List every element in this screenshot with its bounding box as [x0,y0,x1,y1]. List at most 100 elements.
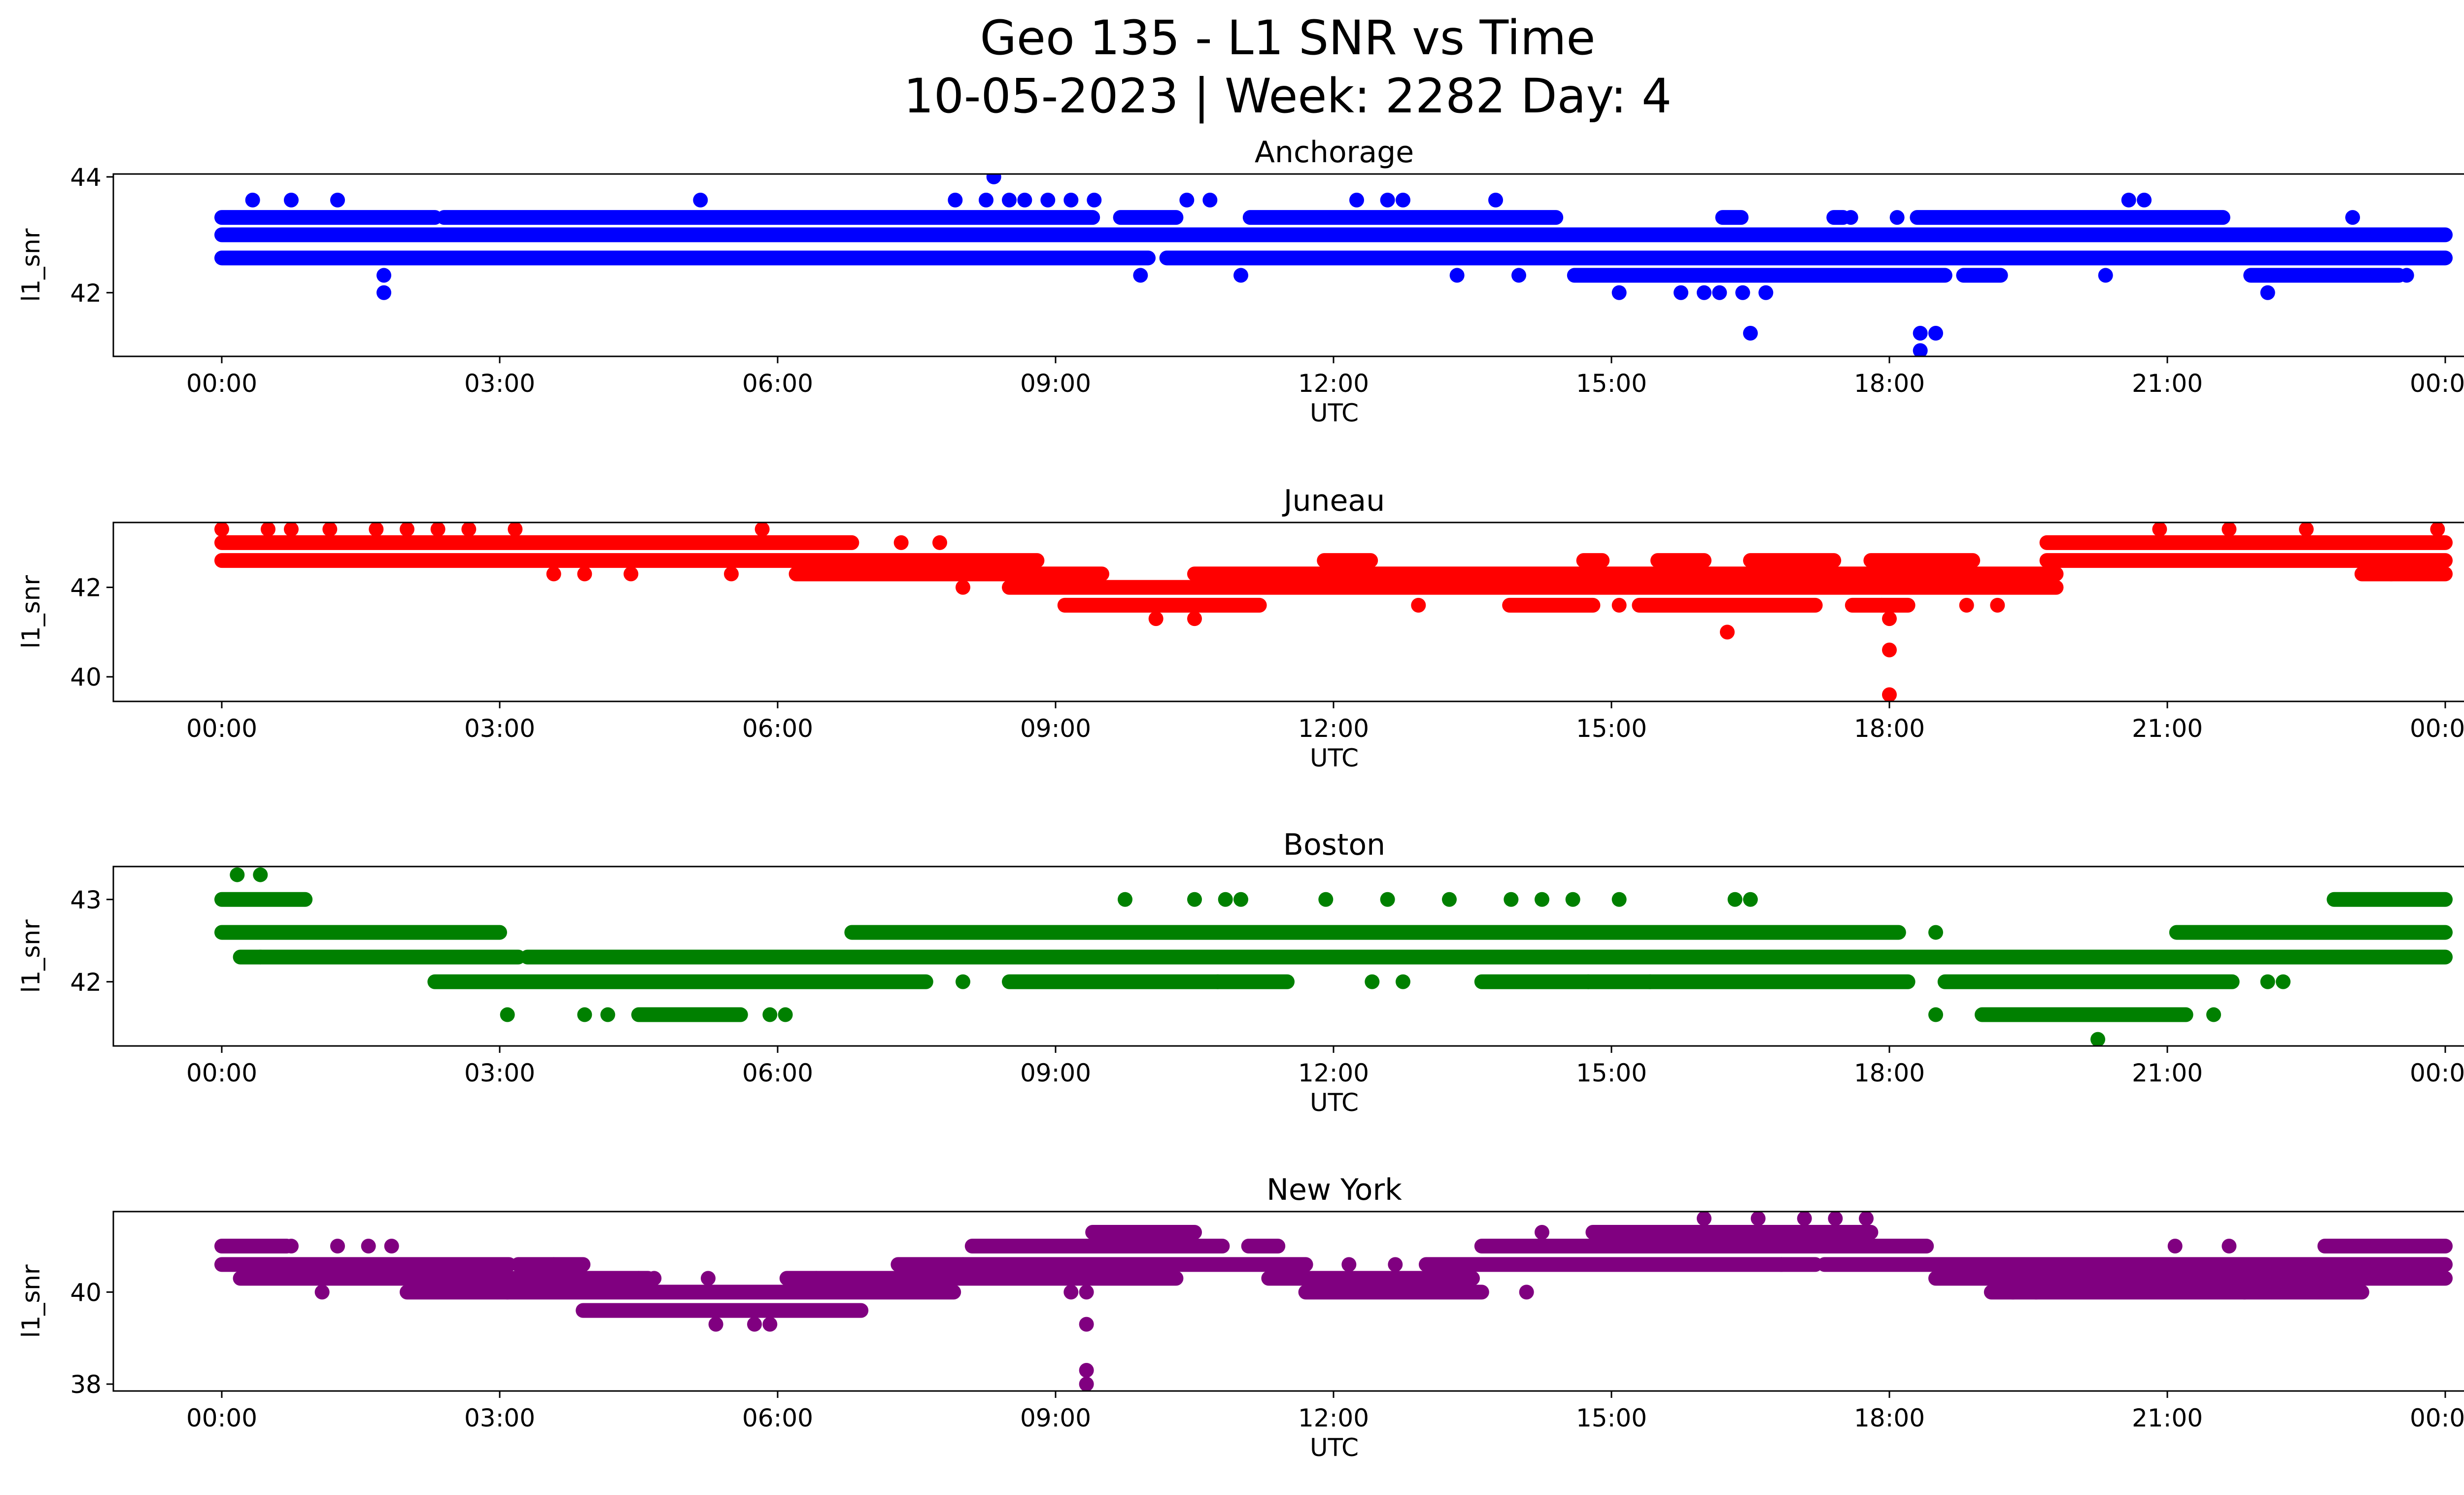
data-point-27 [1928,1007,1943,1022]
x-axis-label: UTC [1310,399,1359,427]
data-point-40 [2345,210,2360,225]
data-point-31 [2384,566,2399,582]
data-point-19 [1411,597,1426,613]
y-tick-label: 38 [70,1370,102,1399]
data-point-2 [330,1239,345,1253]
data-point-32 [1828,1212,1843,1226]
data-point-25 [1727,892,1743,907]
x-tick-label: 15:00 [1576,1059,1647,1087]
x-tick-label: 12:00 [1298,369,1369,398]
data-point-1 [253,867,268,882]
figure-title: Geo 135 - L1 SNR vs Time 10-05-2023 | We… [0,9,2464,125]
data-point-13 [1087,192,1102,208]
data-point-17 [1063,1285,1079,1300]
data-point-0 [245,192,260,208]
data-point-0 [214,522,229,537]
data-point-36 [2059,1271,2075,1286]
y-tick-label: 44 [70,163,102,192]
data-point-4 [369,522,384,537]
x-tick-label: 00:00 [186,1404,257,1432]
figure-title-line2: 10-05-2023 | Week: 2282 Day: 4 [903,69,1672,124]
data-point-9 [701,1271,716,1286]
x-axis-label: UTC [1310,1433,1359,1462]
y-axis-label: l1_snr [17,575,45,649]
data-point-21 [1565,892,1580,907]
data-point-30 [2299,522,2314,537]
data-point-6 [948,192,963,208]
data-point-8 [647,1271,662,1286]
data-point-5 [500,1285,515,1300]
x-tick-label: 06:00 [742,369,813,398]
x-tick-label: 00:00 [186,1059,257,1087]
data-point-16 [1202,192,1218,208]
data-point-20 [1535,892,1549,907]
data-point-26 [1697,285,1711,300]
data-point-39 [2237,1285,2252,1300]
subplot-juneau: 00:00 03:00 06:00 09:00 12:00 15:00 18:00 21:00… [17,484,2464,772]
y-tick-label: 40 [70,1278,102,1307]
data-point-27 [1712,285,1727,300]
data-point-32 [2276,974,2291,989]
data-point-32 [1889,210,1905,225]
data-point-20 [1611,597,1627,613]
data-point-24 [1611,285,1627,300]
data-point-8 [508,522,523,537]
data-point-29 [2090,1032,2105,1046]
x-tick-label: 21:00 [2132,369,2203,398]
x-tick-label: 06:00 [742,1404,813,1432]
data-point-1 [261,522,275,537]
x-tick-label: 12:00 [1298,1059,1369,1087]
data-point-20 [1079,1377,1094,1391]
x-tick-label: 00:00 [186,369,257,398]
data-point-3 [361,1239,376,1253]
x-tick-label: 18:00 [1854,1404,1925,1432]
data-point-0 [230,867,245,882]
data-point-23 [1882,642,1897,658]
data-point-27 [1558,1239,1573,1253]
data-point-7 [461,522,477,537]
data-point-13 [1233,892,1248,907]
scatter-points [214,174,2453,356]
data-point-7 [979,192,993,208]
subplot-new-york: 00:00 03:00 06:00 09:00 12:00 15:00 18:00 21:00… [17,1173,2464,1462]
x-tick-label: 12:00 [1298,1404,1369,1432]
y-tick-label: 42 [70,574,102,602]
y-axis-label: l1_snr [17,228,45,302]
data-point-14 [893,535,909,550]
data-point-25 [1674,285,1688,300]
data-point-6 [430,522,445,537]
data-point-3 [500,1007,515,1022]
data-point-13 [754,522,770,537]
data-point-24 [1882,687,1897,701]
data-point-24 [1643,974,1658,989]
data-point-38 [2222,1239,2237,1253]
x-tick-label: 09:00 [1020,369,1091,398]
data-point-29 [2222,522,2237,537]
data-point-0 [284,1239,299,1253]
x-tick-label: 15:00 [1576,1404,1647,1432]
data-point-6 [762,1007,778,1022]
data-point-9 [1118,892,1132,907]
data-point-37 [2121,192,2136,208]
data-point-29 [1743,326,1758,341]
data-point-26 [1959,597,1974,613]
x-tick-label: 18:00 [1854,369,1925,398]
data-point-10 [1017,192,1032,208]
data-point-29 [1750,1212,1766,1226]
data-point-37 [2167,1239,2183,1253]
data-point-4 [384,1239,399,1253]
data-point-35 [1928,326,1943,341]
data-point-33 [1859,1212,1874,1226]
x-tick-label: 21:00 [2132,714,2203,743]
x-tick-label: 12:00 [1298,714,1369,743]
data-point-7 [778,1007,793,1022]
x-tick-label: 15:00 [1576,714,1647,743]
subplot-boston: 00:00 03:00 06:00 09:00 12:00 15:00 18:00 21:00… [17,828,2464,1117]
subplot-anchorage: 00:00 03:00 06:00 09:00 12:00 15:00 18:00 21:00… [17,135,2464,427]
data-point-2 [253,949,268,965]
data-point-7 [631,1271,646,1286]
data-point-32 [2430,522,2445,537]
data-point-28 [1928,925,1943,940]
data-point-17 [1396,974,1410,989]
data-point-34 [1913,326,1928,341]
